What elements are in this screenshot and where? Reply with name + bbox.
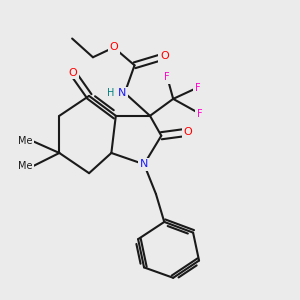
Text: N: N: [140, 159, 148, 169]
Text: F: F: [197, 109, 203, 119]
Text: F: F: [164, 72, 170, 82]
Text: Me: Me: [18, 136, 33, 146]
Text: O: O: [68, 68, 77, 78]
Text: Me: Me: [18, 161, 33, 171]
Text: O: O: [110, 43, 118, 52]
Text: F: F: [195, 82, 200, 93]
Text: O: O: [160, 51, 169, 62]
Text: O: O: [184, 127, 192, 137]
Text: H: H: [107, 88, 114, 98]
Text: N: N: [118, 88, 127, 98]
